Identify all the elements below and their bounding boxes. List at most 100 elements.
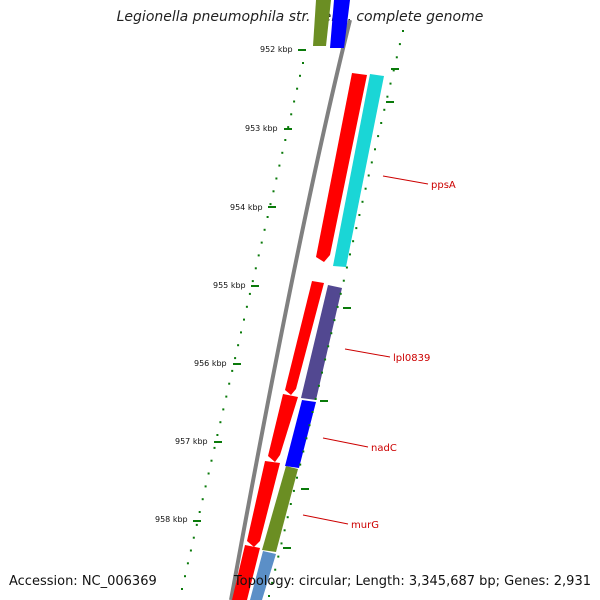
map-title: Legionella pneumophila str. Lens, comple… xyxy=(116,9,484,25)
guide-dot xyxy=(398,43,401,46)
guide-dot xyxy=(296,476,298,479)
guide-dot xyxy=(284,139,287,141)
guide-dot xyxy=(321,371,323,374)
guide-dot xyxy=(327,345,330,348)
gene-label-ppsA[interactable]: ppsA xyxy=(382,175,456,191)
guide-dot xyxy=(380,122,383,124)
guide-dot xyxy=(290,113,293,116)
guide-dot xyxy=(189,549,192,552)
tick-label: 956 kbp xyxy=(194,359,227,368)
guide-dot xyxy=(370,161,373,164)
guide-dot xyxy=(296,87,299,90)
guide-dot xyxy=(213,446,216,449)
feature-red-4 xyxy=(232,545,260,600)
topology-text: Topology: circular; Length: 3,345,687 bp… xyxy=(233,574,591,589)
guide-dot xyxy=(198,511,201,513)
accession-text: Accession: NC_006369 xyxy=(9,574,157,589)
guide-dot xyxy=(386,95,389,98)
gene-name: ppsA xyxy=(431,180,456,191)
guide-dot xyxy=(275,177,278,180)
guide-dot xyxy=(192,536,195,539)
feature-blue-top xyxy=(330,0,350,48)
guide-dot xyxy=(272,190,275,193)
guide-dot xyxy=(207,472,210,475)
guide-dot xyxy=(228,382,231,385)
feature-cyan-ppsA xyxy=(333,74,384,267)
guide-dot xyxy=(219,421,222,424)
guide-dot xyxy=(278,164,281,167)
feature-red-2 xyxy=(268,394,298,462)
guide-dot xyxy=(269,203,272,206)
gene-label-murG[interactable]: murG xyxy=(302,514,379,531)
guide-dot xyxy=(352,240,355,243)
guide-dot xyxy=(277,555,280,558)
guide-dot xyxy=(287,126,290,129)
guide-dot xyxy=(374,148,376,151)
guide-dot xyxy=(254,267,257,270)
feature-olive-murG xyxy=(262,466,298,552)
guide-dot xyxy=(237,344,240,347)
gene-name: murG xyxy=(351,520,379,531)
guide-dot xyxy=(302,450,305,453)
guide-dot xyxy=(345,266,348,269)
tick-label: 953 kbp xyxy=(245,124,278,133)
guide-dot xyxy=(195,523,198,526)
guide-dot xyxy=(268,595,270,597)
right-dotted-guide xyxy=(268,30,404,597)
feature-steel-bottom xyxy=(250,551,276,600)
gene-label-lpl0839[interactable]: lpl0839 xyxy=(344,348,430,364)
guide-dot xyxy=(201,498,204,501)
guide-dot xyxy=(314,397,317,400)
tick-956: 956 kbp xyxy=(194,359,241,368)
guide-dot xyxy=(389,82,392,85)
tick-label: 955 kbp xyxy=(213,281,246,290)
left-dotted-guide xyxy=(181,62,304,590)
guide-dot xyxy=(377,135,380,138)
guide-dot xyxy=(271,581,274,584)
guide-dot xyxy=(355,227,358,230)
guide-dot xyxy=(349,253,351,256)
guide-dot xyxy=(280,542,283,545)
feature-olive-top xyxy=(313,0,331,46)
guide-dot xyxy=(240,331,242,334)
guide-dot xyxy=(274,568,277,571)
guide-dot xyxy=(184,575,186,578)
feature-red-1 xyxy=(285,281,324,395)
guide-dot xyxy=(210,459,213,462)
guide-dot xyxy=(383,108,386,111)
tick-957: 957 kbp xyxy=(175,437,222,446)
gene-name: nadC xyxy=(371,443,397,454)
guide-dot xyxy=(330,332,333,335)
guide-dot xyxy=(311,411,314,413)
guide-dot xyxy=(299,463,302,466)
gene-label-nadC[interactable]: nadC xyxy=(322,437,397,454)
guide-dot xyxy=(286,516,289,519)
tick-952: 952 kbp xyxy=(260,45,306,54)
tick-955: 955 kbp xyxy=(213,281,259,290)
guide-dot xyxy=(245,305,248,308)
guide-dot xyxy=(243,318,245,321)
guide-dot xyxy=(251,280,254,283)
guide-dot xyxy=(231,369,234,372)
guide-dot xyxy=(342,279,345,282)
feature-purple-lpl0839 xyxy=(301,285,342,400)
guide-dot xyxy=(308,424,311,427)
guide-dot xyxy=(299,74,301,77)
guide-dot xyxy=(339,292,342,295)
guide-dot xyxy=(367,174,370,177)
guide-dot xyxy=(317,384,320,387)
feature-blue-nadC xyxy=(285,400,316,468)
gene-name: lpl0839 xyxy=(393,353,430,364)
backbone-line xyxy=(229,19,352,600)
guide-dot xyxy=(402,30,404,32)
guide-dot xyxy=(305,437,308,440)
guide-dot xyxy=(222,408,225,411)
tick-958: 958 kbp xyxy=(155,515,201,524)
guide-dot xyxy=(283,529,286,532)
guide-dot xyxy=(302,62,304,64)
feature-red-3 xyxy=(247,461,280,547)
guide-dot xyxy=(292,489,295,492)
tick-label: 952 kbp xyxy=(260,45,293,54)
guide-dot xyxy=(333,319,336,322)
